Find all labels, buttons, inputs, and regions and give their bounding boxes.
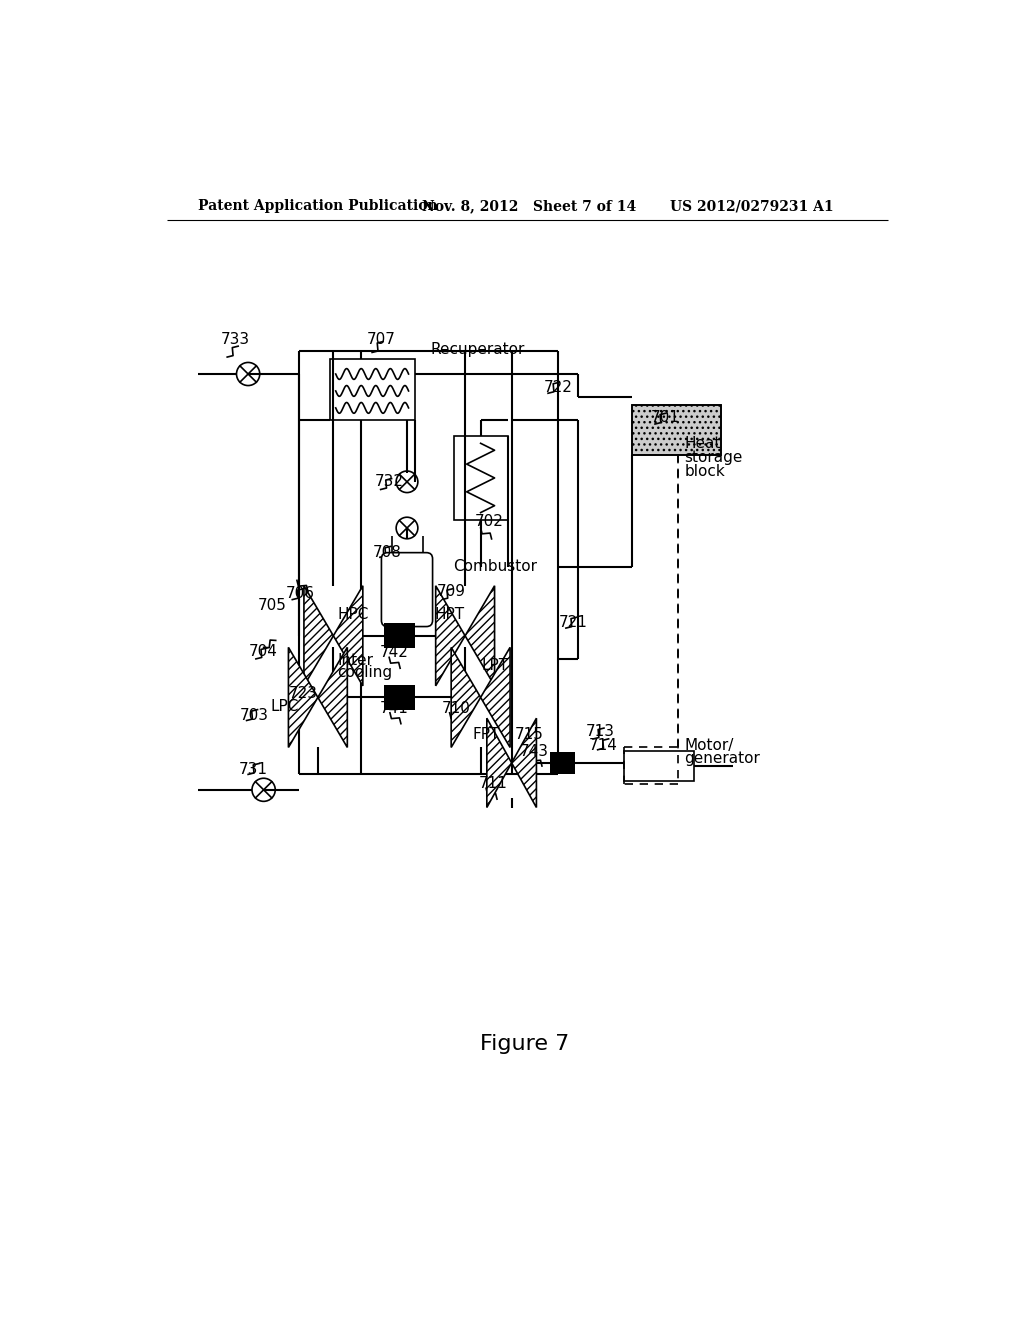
Text: 731: 731 (239, 762, 268, 776)
Text: 722: 722 (544, 380, 572, 396)
Polygon shape (452, 647, 480, 747)
FancyBboxPatch shape (381, 553, 432, 627)
Text: 713: 713 (586, 723, 615, 739)
Text: 721: 721 (559, 615, 588, 630)
Text: Combustor: Combustor (454, 558, 538, 574)
Text: 743: 743 (519, 743, 549, 759)
Polygon shape (480, 647, 510, 747)
Text: Inter: Inter (337, 653, 374, 668)
Text: Recuperator: Recuperator (430, 342, 524, 356)
Text: 708: 708 (373, 545, 401, 560)
Text: 723: 723 (289, 686, 317, 701)
Bar (454, 436, 508, 520)
Text: HPC: HPC (337, 607, 369, 622)
Text: 709: 709 (436, 585, 466, 599)
Polygon shape (486, 718, 512, 808)
Text: 702: 702 (475, 515, 504, 529)
Text: cooling: cooling (337, 665, 392, 680)
Text: 732: 732 (375, 474, 403, 490)
Text: 704: 704 (249, 644, 278, 659)
Text: Heat: Heat (684, 436, 721, 451)
Bar (632, 405, 721, 455)
Bar (624, 751, 693, 780)
Text: HPT: HPT (434, 607, 464, 622)
Polygon shape (304, 586, 334, 686)
Text: 742: 742 (380, 645, 409, 660)
Text: 715: 715 (515, 727, 544, 742)
Text: Patent Application Publication: Patent Application Publication (198, 199, 437, 213)
Text: Figure 7: Figure 7 (480, 1034, 569, 1053)
Bar (550, 752, 575, 774)
Polygon shape (512, 718, 537, 808)
Text: block: block (684, 463, 725, 479)
Text: 711: 711 (478, 776, 507, 791)
Text: storage: storage (684, 450, 742, 465)
Polygon shape (465, 586, 495, 686)
Text: 707: 707 (367, 331, 395, 347)
Text: 733: 733 (221, 331, 250, 347)
Bar (632, 405, 721, 455)
Text: Motor/: Motor/ (684, 738, 734, 752)
Polygon shape (334, 586, 362, 686)
Text: 706: 706 (286, 586, 315, 601)
Text: 741: 741 (380, 701, 409, 715)
Text: US 2012/0279231 A1: US 2012/0279231 A1 (671, 199, 835, 213)
Bar (330, 359, 415, 420)
Text: FPT: FPT (472, 727, 500, 742)
Polygon shape (289, 647, 317, 747)
Polygon shape (435, 586, 465, 686)
Text: 710: 710 (442, 701, 471, 715)
Bar (384, 623, 415, 648)
Polygon shape (317, 647, 347, 747)
Text: generator: generator (684, 751, 761, 767)
Text: Nov. 8, 2012   Sheet 7 of 14: Nov. 8, 2012 Sheet 7 of 14 (423, 199, 637, 213)
Text: 705: 705 (258, 598, 287, 612)
Text: LPC: LPC (270, 700, 299, 714)
Text: 701: 701 (650, 411, 679, 425)
Text: 703: 703 (240, 708, 268, 722)
Text: LPT: LPT (481, 657, 509, 673)
Bar (384, 685, 415, 710)
Text: 714: 714 (589, 738, 617, 752)
